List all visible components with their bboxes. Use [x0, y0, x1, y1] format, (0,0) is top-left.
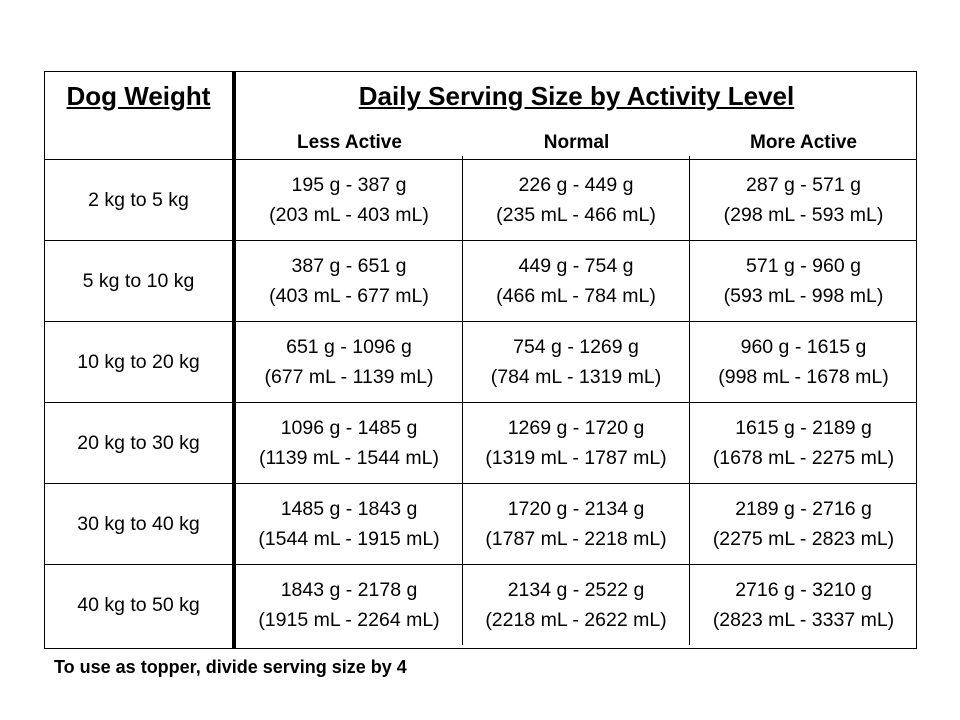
- serving-grams: 226 g - 449 g: [518, 174, 634, 196]
- serving-grams: 1843 g - 2178 g: [280, 579, 418, 601]
- activity-level-normal: Normal: [543, 132, 610, 153]
- serving-grams: 1269 g - 1720 g: [507, 417, 645, 439]
- activity-header: Daily Serving Size by Activity Level Les…: [236, 72, 917, 160]
- table-row: 40 kg to 50 kg 1843 g - 2178 g (1915 mL - …: [45, 565, 917, 646]
- serving-grams: 449 g - 754 g: [518, 255, 634, 277]
- weight-range-cell: 10 kg to 20 kg: [77, 351, 200, 373]
- weight-header-label: Dog Weight: [66, 81, 211, 111]
- table-row: 5 kg to 10 kg 387 g - 651 g (403 mL - 677 …: [45, 241, 917, 322]
- serving-grams: 287 g - 571 g: [746, 174, 861, 196]
- activity-header-title: Daily Serving Size by Activity Level: [358, 81, 795, 111]
- column-divider: [689, 156, 690, 160]
- serving-cell-more-active: 571 g - 960 g (593 mL - 998 mL): [690, 241, 917, 321]
- serving-cell-more-active: 1615 g - 2189 g (1678 mL - 2275 mL): [690, 403, 917, 483]
- serving-millilitres: (203 mL - 403 mL): [269, 204, 429, 226]
- serving-cell-normal: 2134 g - 2522 g (2218 mL - 2622 mL): [463, 565, 690, 645]
- serving-cell-less-active: 387 g - 651 g (403 mL - 677 mL): [236, 241, 463, 321]
- serving-cell-more-active: 2189 g - 2716 g (2275 mL - 2823 mL): [690, 484, 917, 564]
- serving-grams: 2189 g - 2716 g: [735, 498, 872, 520]
- serving-grams: 387 g - 651 g: [291, 255, 407, 277]
- activity-level-less-active: Less Active: [297, 132, 402, 153]
- weight-range-cell: 5 kg to 10 kg: [82, 270, 195, 292]
- serving-grams: 2716 g - 3210 g: [735, 579, 872, 601]
- serving-grams: 1485 g - 1843 g: [280, 498, 418, 520]
- serving-cell-less-active: 195 g - 387 g (203 mL - 403 mL): [236, 160, 463, 240]
- activity-level-more-active: More Active: [750, 132, 857, 153]
- weight-range-cell: 40 kg to 50 kg: [77, 594, 200, 616]
- serving-grams: 960 g - 1615 g: [740, 336, 867, 358]
- serving-millilitres: (1139 mL - 1544 mL): [259, 447, 439, 469]
- weight-range-cell: 30 kg to 40 kg: [77, 513, 200, 535]
- serving-grams: 1096 g - 1485 g: [280, 417, 418, 439]
- serving-cell-more-active: 2716 g - 3210 g (2823 mL - 3337 mL): [690, 565, 917, 645]
- serving-millilitres: (593 mL - 998 mL): [723, 285, 884, 307]
- weight-range-cell: 2 kg to 5 kg: [88, 189, 189, 211]
- serving-millilitres: (2823 mL - 3337 mL): [712, 609, 895, 631]
- serving-size-table: Dog Weight Daily Serving Size by Activit…: [44, 71, 917, 649]
- serving-cell-more-active: 287 g - 571 g (298 mL - 593 mL): [690, 160, 917, 240]
- serving-cell-more-active: 960 g - 1615 g (998 mL - 1678 mL): [690, 322, 917, 402]
- weight-column-header: Dog Weight: [45, 72, 232, 160]
- serving-grams: 651 g - 1096 g: [286, 336, 412, 358]
- serving-cell-less-active: 651 g - 1096 g (677 mL - 1139 mL): [236, 322, 463, 402]
- serving-millilitres: (784 mL - 1319 mL): [490, 366, 662, 388]
- serving-millilitres: (403 mL - 677 mL): [269, 285, 429, 307]
- serving-millilitres: (298 mL - 593 mL): [723, 204, 884, 226]
- footnote: To use as topper, divide serving size by…: [54, 657, 407, 677]
- serving-cell-normal: 754 g - 1269 g (784 mL - 1319 mL): [463, 322, 690, 402]
- serving-millilitres: (1544 mL - 1915 mL): [258, 528, 440, 550]
- table-row: 2 kg to 5 kg 195 g - 387 g (203 mL - 403 m…: [45, 160, 917, 241]
- serving-millilitres: (1915 mL - 2264 mL): [258, 609, 440, 631]
- serving-cell-less-active: 1096 g - 1485 g (1139 mL - 1544 mL): [236, 403, 463, 483]
- serving-millilitres: (998 mL - 1678 mL): [718, 366, 889, 388]
- serving-millilitres: (466 mL - 784 mL): [496, 285, 656, 307]
- serving-cell-normal: 226 g - 449 g (235 mL - 466 mL): [463, 160, 690, 240]
- serving-cell-normal: 449 g - 754 g (466 mL - 784 mL): [463, 241, 690, 321]
- weight-range-cell: 20 kg to 30 kg: [77, 432, 200, 454]
- serving-millilitres: (1319 mL - 1787 mL): [485, 447, 667, 469]
- serving-cell-normal: 1720 g - 2134 g (1787 mL - 2218 mL): [463, 484, 690, 564]
- serving-grams: 754 g - 1269 g: [513, 336, 639, 358]
- serving-millilitres: (1787 mL - 2218 mL): [485, 528, 667, 550]
- table-row: 10 kg to 20 kg 651 g - 1096 g (677 mL - 11…: [45, 322, 917, 403]
- serving-millilitres: (235 mL - 466 mL): [496, 204, 656, 226]
- serving-grams: 1615 g - 2189 g: [735, 417, 872, 439]
- serving-grams: 2134 g - 2522 g: [507, 579, 645, 601]
- serving-grams: 571 g - 960 g: [746, 255, 861, 277]
- table-row: 20 kg to 30 kg 1096 g - 1485 g (1139 mL - …: [45, 403, 917, 484]
- serving-millilitres: (677 mL - 1139 mL): [264, 366, 434, 388]
- serving-cell-less-active: 1485 g - 1843 g (1544 mL - 1915 mL): [236, 484, 463, 564]
- serving-cell-less-active: 1843 g - 2178 g (1915 mL - 2264 mL): [236, 565, 463, 645]
- serving-millilitres: (2218 mL - 2622 mL): [485, 609, 667, 631]
- serving-cell-normal: 1269 g - 1720 g (1319 mL - 1787 mL): [463, 403, 690, 483]
- serving-grams: 1720 g - 2134 g: [507, 498, 645, 520]
- weight-column-divider: [232, 71, 236, 649]
- serving-grams: 195 g - 387 g: [291, 174, 407, 196]
- serving-millilitres: (2275 mL - 2823 mL): [712, 528, 895, 550]
- column-divider: [462, 156, 463, 160]
- table-row: 30 kg to 40 kg 1485 g - 1843 g (1544 mL - …: [45, 484, 917, 565]
- serving-millilitres: (1678 mL - 2275 mL): [712, 447, 895, 469]
